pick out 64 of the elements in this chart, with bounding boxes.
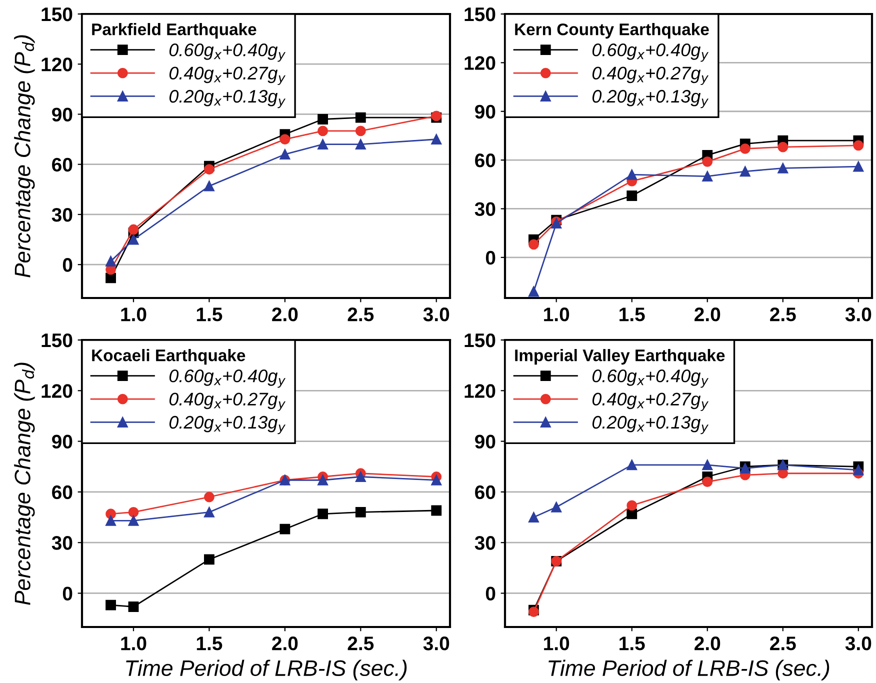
legend-label: 0.60g$_{x}$+0.40g$_{y}$: [592, 370, 709, 388]
y-tick-label: 60: [475, 485, 496, 500]
y-tick-label: 150: [464, 7, 496, 22]
x-tick-label: 1.0: [121, 308, 146, 322]
x-tick-label: 1.5: [196, 308, 222, 322]
y-tick-label: 60: [475, 154, 496, 168]
x-tick-label: 3.0: [845, 636, 872, 650]
y-tick-label: 60: [52, 485, 72, 500]
x-tick-label: 3.0: [423, 636, 450, 650]
y-tick-label: 0: [62, 586, 72, 600]
y-tick-label: 150: [42, 333, 72, 348]
legend-label: 0.60g$_{x}$+0.40g$_{y}$: [592, 44, 709, 62]
y-tick-label: 90: [52, 434, 72, 449]
y-tick-label: 120: [464, 56, 496, 70]
x-tick-label: 1.5: [620, 636, 645, 650]
y-tick-label: 120: [42, 58, 72, 72]
y-tick-label: 30: [52, 208, 72, 222]
x-tick-label: 1.5: [620, 308, 645, 322]
y-tick-label: 120: [42, 384, 72, 398]
x-tick-label: 2.0: [694, 308, 720, 322]
y-tick-label: 90: [475, 434, 496, 449]
y-tick-label: 0: [486, 586, 496, 600]
legend-title: Kocaeli Earthquake: [92, 349, 246, 365]
x-tick-label: 1.0: [544, 308, 570, 322]
x-tick-label: 2.5: [770, 308, 796, 322]
y-tick-label: 30: [474, 536, 496, 550]
legend-label: 0.20g$_{x}$+0.13g$_{y}$: [592, 90, 709, 108]
legend-title: Parkfield Earthquake: [92, 23, 256, 39]
legend-label: 0.40g$_{x}$+0.27g$_{y}$: [592, 392, 709, 411]
x-tick-label: 1.0: [544, 636, 570, 650]
legend-title: Imperial Valley Earthquake: [515, 349, 725, 365]
y-axis-title: Percentage Change (P$_{d}$): [14, 35, 35, 278]
x-tick-label: 3.0: [845, 308, 872, 322]
y-tick-label: 30: [474, 202, 496, 216]
legend-label: 0.20g$_{x}$+0.13g$_{y}$: [169, 90, 286, 108]
x-tick-label: 2.0: [272, 308, 298, 322]
y-tick-label: 0: [62, 258, 72, 272]
x-tick-label: 2.5: [770, 636, 796, 650]
legend-label: 0.40g$_{x}$+0.27g$_{y}$: [592, 66, 709, 85]
legend-label: 0.20g$_{x}$+0.13g$_{y}$: [592, 416, 709, 434]
x-axis-title: Time Period of LRB-IS (sec.): [548, 660, 830, 680]
y-tick-label: 90: [52, 108, 72, 122]
x-tick-label: 3.0: [423, 308, 450, 322]
legend-label: 0.60g$_{x}$+0.40g$_{y}$: [169, 370, 286, 388]
y-tick-label: 60: [52, 158, 72, 172]
x-tick-label: 2.0: [272, 636, 298, 650]
y-tick-label: 150: [42, 7, 72, 22]
x-tick-label: 2.5: [348, 636, 374, 650]
y-axis-title: Percentage Change (P$_{d}$): [14, 362, 35, 605]
y-tick-label: 150: [464, 333, 496, 348]
y-tick-label: 90: [475, 104, 496, 119]
x-tick-label: 2.0: [694, 636, 720, 650]
legend-label: 0.60g$_{x}$+0.40g$_{y}$: [169, 44, 286, 62]
x-tick-label: 1.5: [196, 636, 222, 650]
legend-label: 0.40g$_{x}$+0.27g$_{y}$: [169, 66, 286, 85]
legend-label: 0.20g$_{x}$+0.13g$_{y}$: [169, 416, 286, 434]
x-tick-label: 2.5: [348, 308, 374, 322]
legend-label: 0.40g$_{x}$+0.27g$_{y}$: [169, 392, 286, 411]
x-tick-label: 1.0: [121, 636, 146, 650]
x-axis-title: Time Period of LRB-IS (sec.): [126, 660, 407, 680]
y-tick-label: 120: [464, 384, 496, 398]
legend-title: Kern County Earthquake: [515, 23, 709, 39]
y-tick-label: 0: [486, 250, 496, 265]
y-tick-label: 30: [52, 536, 72, 550]
